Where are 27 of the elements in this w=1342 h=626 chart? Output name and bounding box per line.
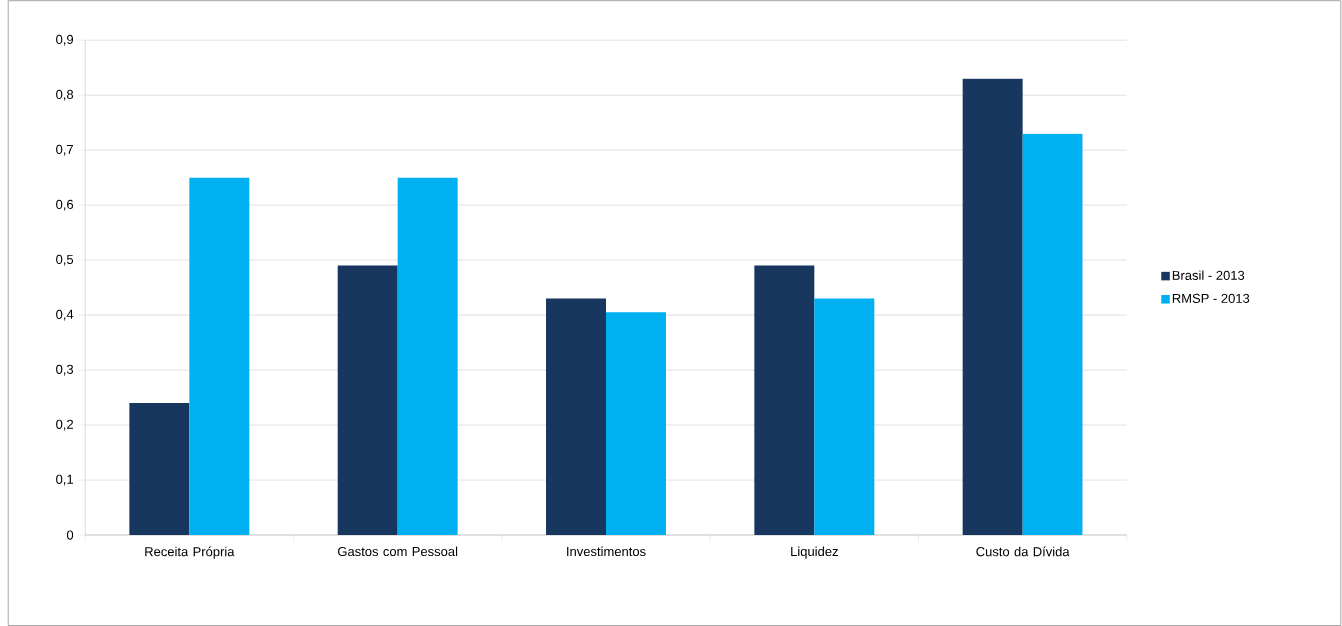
legend-label: RMSP - 2013 [1172,293,1250,303]
y-tick-label: 0,3 [56,364,74,376]
x-tick-label: Liquidez [791,546,838,559]
y-tick-label: 0,8 [56,89,74,101]
x-tick-label: Custo da Dívida [976,546,1070,557]
bar [189,177,250,535]
bar [962,78,1023,535]
bar [1022,133,1083,535]
bar [606,312,666,535]
y-tick-label: 0,5 [56,254,74,266]
y-tick-label: 0,1 [56,474,74,486]
x-tick-label: Investimentos [567,546,646,557]
bar [814,298,875,535]
y-tick-label: 0,9 [56,34,74,46]
x-tick-label: Gastos com Pessoal [338,546,458,557]
y-tick-label: 0 [66,530,74,540]
bar [129,402,190,535]
y-tick-label: 0,4 [56,309,74,321]
bar [397,177,458,535]
y-tick-label: 0,2 [56,419,73,431]
bar [546,298,606,535]
bar [337,265,398,535]
bar [754,265,815,535]
y-tick-label: 0,6 [56,199,74,211]
legend-label: Brasil - 2013 [1172,270,1245,280]
y-tick-label: 0,7 [56,144,73,156]
x-tick-label: Receita Própria [145,546,235,559]
